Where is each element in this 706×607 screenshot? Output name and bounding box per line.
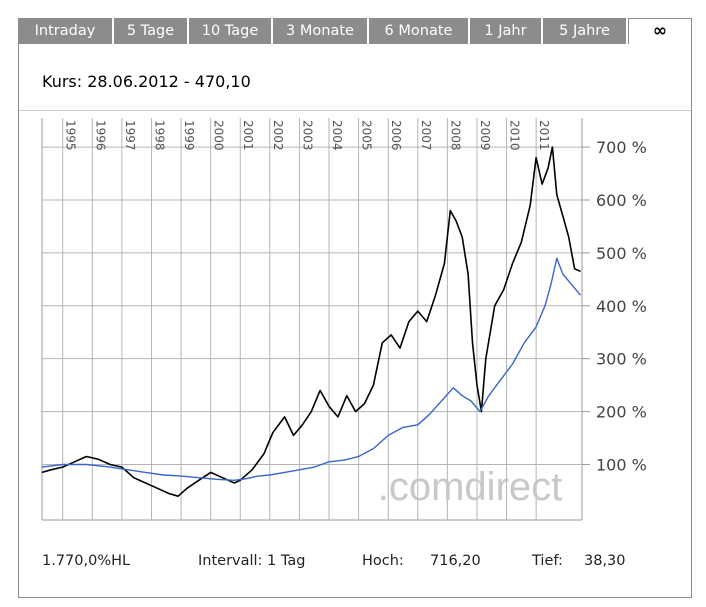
series-line-1: [41, 146, 581, 498]
interval-stat: Intervall: 1 Tag: [198, 553, 306, 569]
x-tick-label-2004: 2004: [330, 120, 344, 151]
y-tick-label-400: 400 %: [596, 297, 647, 316]
x-tick-label-1999: 1999: [182, 120, 196, 151]
chart-lines: [41, 146, 582, 498]
x-tick-label-1995: 1995: [64, 120, 78, 151]
x-tick-label-2009: 2009: [478, 120, 492, 151]
x-tick-label-2003: 2003: [300, 120, 314, 151]
tab-8[interactable]: ∞: [628, 18, 692, 44]
tab-2[interactable]: 5 Tage: [114, 18, 189, 44]
x-axis-labels: 1995 1996 1997 1998 1999 2000 2001 2002 2003 2004…: [64, 120, 551, 151]
y-tick-label-200: 200 %: [596, 403, 647, 422]
high-label: Hoch:: [362, 553, 404, 569]
time-range-tabs: Intraday 5 Tage 10 Tage 3 Monate 6 Monate 1 J…: [18, 18, 692, 44]
y-tick-label-100: 100 %: [596, 455, 647, 474]
low-value: 38,30: [584, 553, 626, 569]
x-tick-label-2011: 2011: [537, 120, 551, 151]
tab-6[interactable]: 1 Jahr: [470, 18, 543, 44]
tab-5[interactable]: 6 Monate: [369, 18, 470, 44]
x-tick-label-1998: 1998: [152, 120, 166, 151]
quote-text: Kurs: 28.06.2012 - 470,10: [42, 72, 251, 91]
x-tick-label-2002: 2002: [271, 120, 285, 151]
tab-3[interactable]: 10 Tage: [189, 18, 273, 44]
x-tick-label-2000: 2000: [212, 120, 226, 151]
watermark: .comdirect: [378, 465, 563, 509]
low-label: Tief:: [532, 553, 563, 569]
header-separator: [19, 110, 691, 111]
x-tick-label-1997: 1997: [123, 120, 137, 151]
x-tick-label-2007: 2007: [419, 120, 433, 151]
x-tick-label-2006: 2006: [389, 120, 403, 151]
series-line-2: [41, 257, 582, 481]
x-tick-label-2010: 2010: [508, 120, 522, 151]
y-tick-label-300: 300 %: [596, 350, 647, 369]
tab-7[interactable]: 5 Jahre: [543, 18, 628, 44]
y-tick-label-600: 600 %: [596, 191, 647, 210]
y-tick-label-500: 500 %: [596, 244, 647, 263]
y-tick-label-700: 700 %: [596, 138, 647, 157]
tab-1[interactable]: Intraday: [18, 18, 114, 44]
y-axis-labels: 100 % 200 % 300 % 400 % 500 % 600 % 700 %: [596, 138, 647, 474]
x-tick-label-2001: 2001: [241, 120, 255, 151]
tab-4[interactable]: 3 Monate: [273, 18, 369, 44]
hl-stat: 1.770,0%HL: [42, 553, 131, 569]
chart-panel: [18, 43, 692, 598]
x-tick-label-2008: 2008: [448, 120, 462, 151]
x-tick-label-1996: 1996: [93, 120, 107, 151]
high-value: 716,20: [430, 553, 481, 569]
chart-grid: [41, 118, 590, 521]
x-tick-label-2005: 2005: [360, 120, 374, 151]
